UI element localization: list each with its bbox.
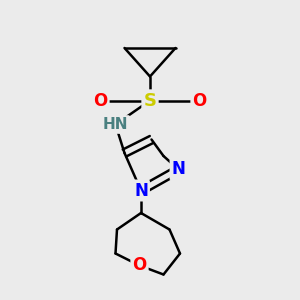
Text: S: S (143, 92, 157, 110)
Text: O: O (93, 92, 108, 110)
Text: N: N (134, 182, 148, 200)
Text: HN: HN (103, 117, 128, 132)
Text: N: N (172, 160, 185, 178)
Text: O: O (192, 92, 207, 110)
Text: O: O (132, 256, 147, 274)
